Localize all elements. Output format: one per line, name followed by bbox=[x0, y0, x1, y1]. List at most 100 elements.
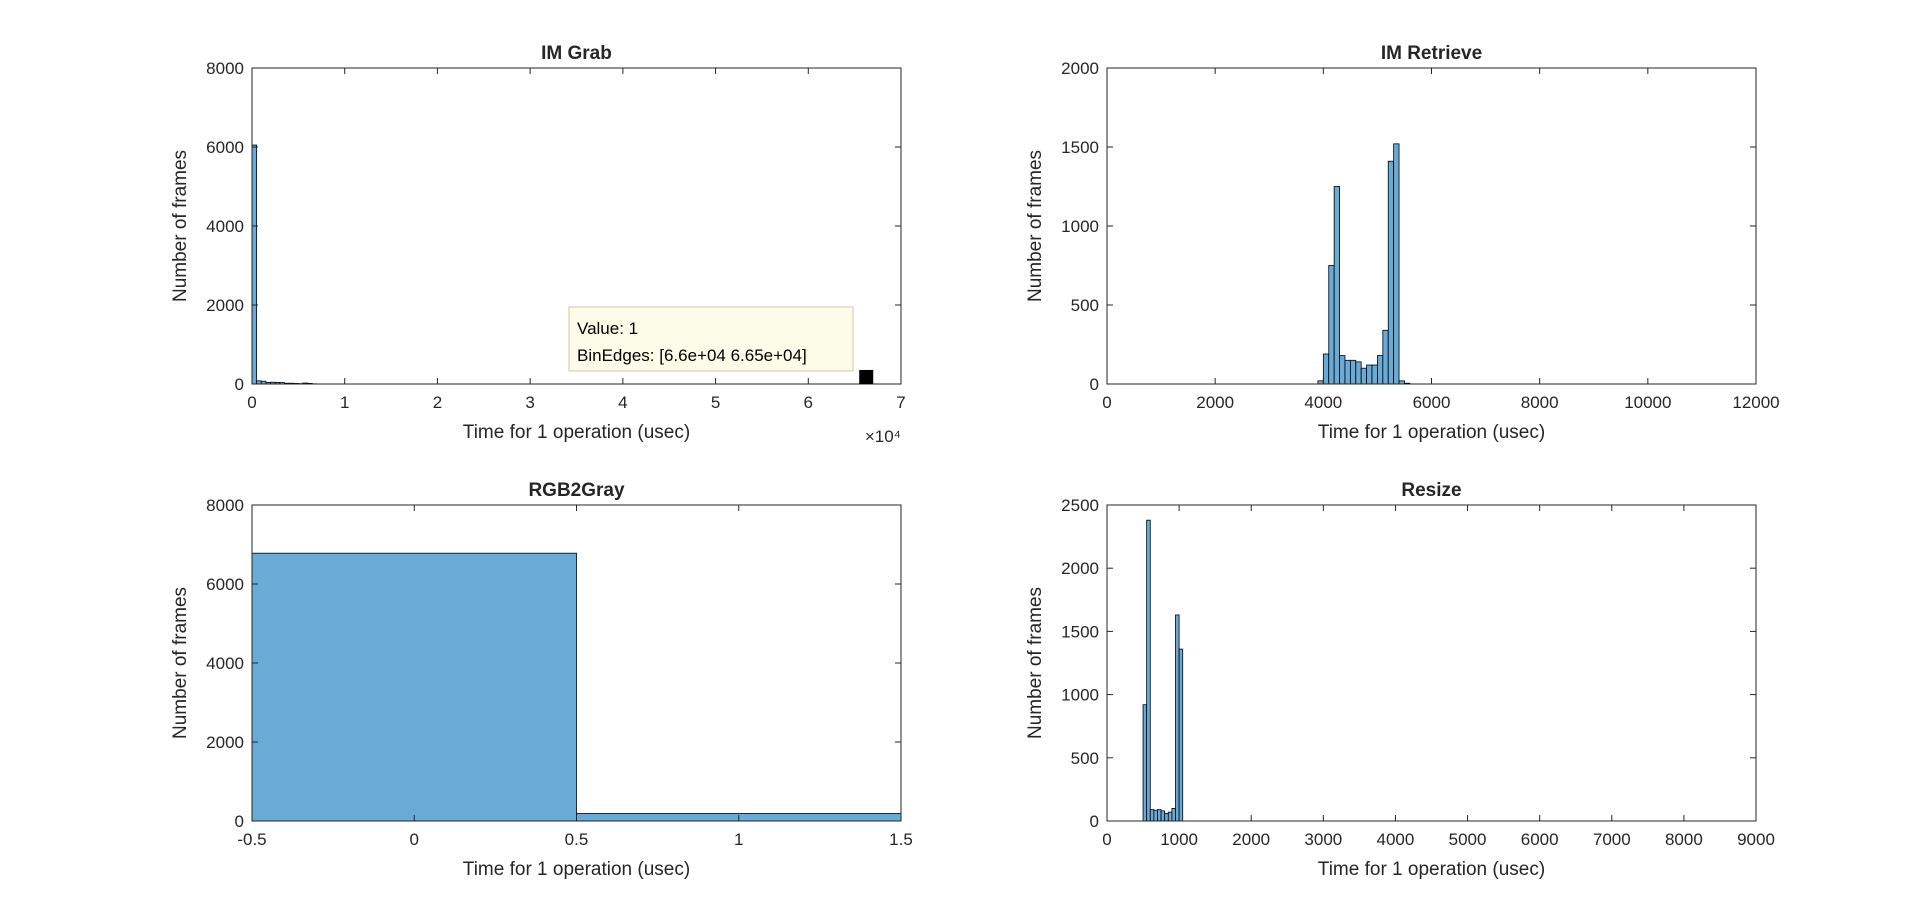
im-retrieve-x-tick-label: 12000 bbox=[1732, 393, 1779, 412]
resize-y-tick-label: 1500 bbox=[1061, 622, 1099, 641]
resize-y-tick-label: 2500 bbox=[1061, 496, 1099, 515]
im-retrieve-y-tick-label: 0 bbox=[1090, 375, 1099, 394]
im-retrieve-bar[interactable] bbox=[1322, 353, 1330, 385]
resize-y-tick-label: 2000 bbox=[1061, 559, 1099, 578]
im-retrieve-x-tick-label: 10000 bbox=[1624, 393, 1671, 412]
resize-bar[interactable] bbox=[1153, 809, 1158, 822]
resize-x-tick-label: 5000 bbox=[1449, 830, 1487, 849]
resize-bar[interactable] bbox=[1175, 614, 1180, 822]
resize-bar[interactable] bbox=[1157, 809, 1162, 822]
resize-x-tick-label: 1000 bbox=[1160, 830, 1198, 849]
im-retrieve-bar[interactable] bbox=[1339, 355, 1346, 385]
im-retrieve-title: IM Retrieve bbox=[1381, 43, 1482, 64]
im-retrieve-bar[interactable] bbox=[1371, 364, 1378, 385]
im-grab-x-axis-label: Time for 1 operation (usec) bbox=[463, 422, 690, 443]
resize-y-tick-label: 0 bbox=[1090, 812, 1099, 831]
resize-x-axis-label: Time for 1 operation (usec) bbox=[1318, 859, 1545, 880]
resize-bar[interactable] bbox=[1142, 704, 1148, 822]
im-grab-y-tick-label: 8000 bbox=[206, 59, 244, 78]
im-retrieve-y-tick-label: 500 bbox=[1071, 296, 1099, 315]
im-grab-x-tick-label: 1 bbox=[340, 393, 349, 412]
im-retrieve-bar[interactable] bbox=[1366, 364, 1373, 385]
im-grab-panel: 0 1 2 3 4 5 6 7 0 2000 4000 6000 8000 IM Grab Time for… bbox=[170, 43, 906, 446]
im-grab-x-exponent-label: ×10⁴ bbox=[865, 427, 901, 446]
im-retrieve-bar[interactable] bbox=[1333, 186, 1340, 385]
resize-x-tick-label: 2000 bbox=[1232, 830, 1270, 849]
resize-y-tick-label: 1000 bbox=[1061, 686, 1099, 705]
im-retrieve-x-tick-label: 6000 bbox=[1413, 393, 1451, 412]
im-retrieve-bar[interactable] bbox=[1387, 160, 1395, 385]
rgb2gray-y-tick-label: 8000 bbox=[206, 496, 244, 515]
im-retrieve-bar[interactable] bbox=[1355, 361, 1362, 385]
resize-bar[interactable] bbox=[1167, 811, 1173, 822]
im-grab-x-tick-label: 2 bbox=[433, 393, 442, 412]
im-retrieve-bar[interactable] bbox=[1328, 265, 1335, 385]
im-grab-x-tick-label: 5 bbox=[711, 393, 720, 412]
resize-x-tick-label: 9000 bbox=[1737, 830, 1775, 849]
im-retrieve-x-tick-label: 2000 bbox=[1196, 393, 1234, 412]
im-grab-x-tick-label: 3 bbox=[525, 393, 534, 412]
im-retrieve-bar[interactable] bbox=[1344, 359, 1351, 385]
resize-x-tick-label: 0 bbox=[1102, 830, 1111, 849]
rgb2gray-x-tick-label: 0 bbox=[410, 830, 419, 849]
resize-bar[interactable] bbox=[1149, 809, 1155, 822]
rgb2gray-x-tick-label: -0.5 bbox=[237, 830, 266, 849]
im-grab-y-axis-label: Number of frames bbox=[170, 150, 191, 302]
resize-y-axis-label: Number of frames bbox=[1025, 587, 1046, 739]
resize-panel: 0 1000 2000 3000 4000 5000 6000 7000 8000 9000 0 50… bbox=[1025, 480, 1775, 880]
im-retrieve-bar[interactable] bbox=[1393, 143, 1400, 385]
resize-x-tick-label: 3000 bbox=[1304, 830, 1342, 849]
im-retrieve-bar[interactable] bbox=[1360, 367, 1367, 385]
rgb2gray-y-axis-label: Number of frames bbox=[170, 587, 191, 739]
im-grab-title: IM Grab bbox=[541, 43, 612, 64]
im-grab-y-tick-label: 4000 bbox=[206, 217, 244, 236]
rgb2gray-x-axis-label: Time for 1 operation (usec) bbox=[463, 859, 690, 880]
im-grab-datatip[interactable]: Value: 1 BinEdges: [6.6e+04 6.65e+04] bbox=[568, 306, 874, 384]
rgb2gray-y-tick-label: 4000 bbox=[206, 654, 244, 673]
im-grab-datatip-box bbox=[568, 306, 854, 372]
resize-x-tick-label: 4000 bbox=[1377, 830, 1415, 849]
resize-title: Resize bbox=[1401, 480, 1461, 501]
im-retrieve-panel: 0 2000 4000 6000 8000 10000 12000 0 500 1000 1500 2… bbox=[1025, 43, 1780, 443]
resize-y-tick-label: 500 bbox=[1071, 749, 1099, 768]
im-grab-y-tick-label: 6000 bbox=[206, 138, 244, 157]
im-retrieve-x-axis-label: Time for 1 operation (usec) bbox=[1318, 422, 1545, 443]
rgb2gray-bar[interactable] bbox=[251, 552, 577, 822]
im-grab-x-tick-label: 7 bbox=[896, 393, 905, 412]
resize-x-tick-label: 6000 bbox=[1521, 830, 1559, 849]
resize-bar[interactable] bbox=[1178, 648, 1184, 822]
rgb2gray-panel: -0.5 0 0.5 1 1.502000400060008000RGB2GrayTim… bbox=[170, 480, 913, 880]
resize-bar[interactable] bbox=[1160, 810, 1166, 822]
im-retrieve-plot-area bbox=[1107, 68, 1756, 384]
resize-bar[interactable] bbox=[1146, 519, 1151, 822]
im-retrieve-x-tick-label: 0 bbox=[1102, 393, 1111, 412]
im-retrieve-bar[interactable] bbox=[1377, 355, 1384, 385]
im-retrieve-bar[interactable] bbox=[1382, 329, 1389, 385]
resize-bar[interactable] bbox=[1164, 813, 1169, 822]
im-grab-bar[interactable] bbox=[251, 144, 258, 385]
im-grab-x-tick-label: 0 bbox=[247, 393, 256, 412]
im-grab-datatip-value: Value: 1 bbox=[577, 319, 638, 338]
resize-axes-box bbox=[1106, 504, 1757, 822]
rgb2gray-y-tick-label: 0 bbox=[235, 812, 244, 831]
im-retrieve-y-tick-label: 1000 bbox=[1061, 217, 1099, 236]
resize-x-tick-label: 8000 bbox=[1665, 830, 1703, 849]
rgb2gray-y-tick-label: 2000 bbox=[206, 733, 244, 752]
im-grab-datatip-marker[interactable] bbox=[859, 369, 874, 384]
im-retrieve-y-tick-label: 1500 bbox=[1061, 138, 1099, 157]
rgb2gray-title: RGB2Gray bbox=[528, 480, 625, 501]
im-grab-x-tick-label: 6 bbox=[804, 393, 813, 412]
im-retrieve-bar[interactable] bbox=[1349, 359, 1357, 385]
rgb2gray-x-tick-label: 0.5 bbox=[565, 830, 589, 849]
rgb2gray-y-tick-label: 6000 bbox=[206, 575, 244, 594]
im-grab-y-tick-label: 2000 bbox=[206, 296, 244, 315]
im-retrieve-y-axis-label: Number of frames bbox=[1025, 150, 1046, 302]
rgb2gray-x-tick-label: 1 bbox=[734, 830, 743, 849]
im-retrieve-x-tick-label: 4000 bbox=[1304, 393, 1342, 412]
resize-x-tick-label: 7000 bbox=[1593, 830, 1631, 849]
resize-plot-area bbox=[1107, 505, 1756, 821]
im-grab-datatip-binedges: BinEdges: [6.6e+04 6.65e+04] bbox=[577, 346, 807, 365]
im-retrieve-x-tick-label: 8000 bbox=[1521, 393, 1559, 412]
resize-bar[interactable] bbox=[1171, 807, 1176, 822]
